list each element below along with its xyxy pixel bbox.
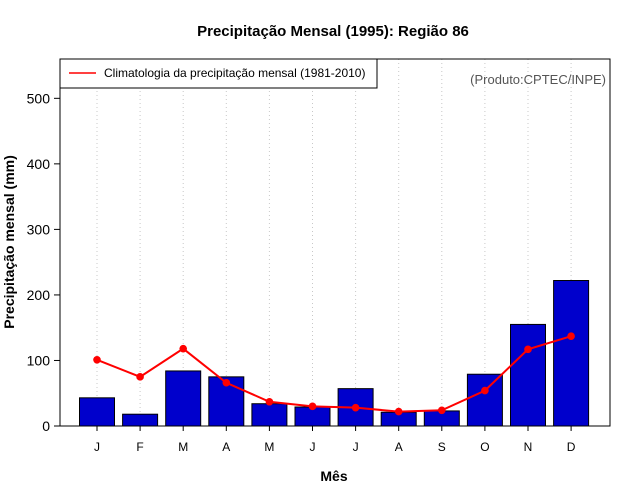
climatology-series	[93, 332, 575, 416]
climatology-point	[136, 373, 144, 381]
climatology-point	[265, 397, 274, 406]
legend: Climatologia da precipitação mensal (198…	[59, 58, 378, 89]
bar-d-11	[553, 280, 590, 427]
climatology-point	[179, 344, 187, 353]
x-tick-label: J	[353, 440, 359, 454]
bar-m-4	[251, 403, 288, 427]
bar-m-2	[165, 370, 202, 427]
x-tick-label: S	[438, 440, 446, 454]
x-tick-label: J	[94, 440, 100, 454]
legend-box	[59, 58, 378, 89]
bar-o-9	[466, 373, 503, 427]
y-axis-label: Precipitação mensal (mm)	[1, 155, 17, 329]
climatology-point	[438, 406, 446, 415]
y-tick-label: 100	[27, 352, 51, 368]
bar-n-10	[510, 323, 546, 427]
climatology-point	[222, 378, 231, 387]
x-tick-label: M	[264, 440, 274, 454]
x-tick-label: A	[222, 440, 230, 454]
x-tick-label: A	[395, 440, 403, 454]
y-tick-label: 300	[27, 221, 51, 237]
legend-label: Climatologia da precipitação mensal (198…	[104, 66, 365, 80]
y-axis: 0 100 200 300 400 500	[27, 90, 60, 434]
climatology-point	[394, 407, 403, 416]
x-tick-label: F	[136, 440, 143, 454]
y-tick-label: 200	[27, 287, 51, 303]
y-tick-label: 400	[27, 156, 51, 172]
x-tick-label: J	[310, 440, 316, 454]
y-tick-label: 0	[42, 418, 50, 434]
chart-title: Precipitação Mensal (1995): Região 86	[197, 23, 469, 40]
bar-j-0	[79, 397, 115, 427]
bar-series	[79, 280, 590, 427]
climatology-point	[524, 345, 532, 354]
climatology-point	[351, 403, 360, 412]
x-tick-label: O	[480, 440, 489, 454]
y-tick-label: 500	[27, 90, 51, 106]
x-tick-label: N	[524, 440, 533, 454]
climatology-line	[96, 335, 572, 413]
x-tick-label: D	[567, 440, 576, 454]
climatology-point	[481, 386, 489, 395]
climatology-point	[93, 356, 101, 364]
climatology-point	[567, 332, 575, 341]
x-tick-label: M	[178, 440, 188, 454]
x-axis-label: Mês	[320, 468, 347, 484]
source-note: (Produto:CPTEC/INPE)	[470, 72, 606, 87]
climatology-point	[308, 402, 317, 411]
bar-f-1	[122, 413, 159, 427]
